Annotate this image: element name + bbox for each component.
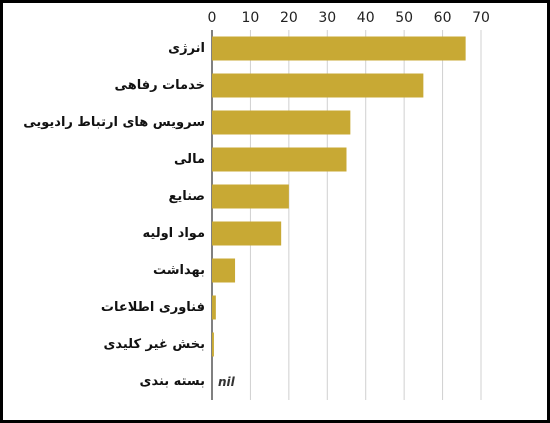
y-tick-label: مواد اولیه	[143, 226, 205, 241]
x-tick-label: 10	[242, 10, 260, 26]
x-tick-label: 60	[434, 10, 452, 26]
y-tick-label: صنایع	[168, 189, 205, 204]
bar	[212, 110, 351, 135]
x-tick-label: 70	[472, 10, 490, 26]
bar	[212, 147, 347, 172]
x-tick-label: 40	[357, 10, 375, 26]
bar	[212, 258, 236, 283]
y-tick-label: فناوری اطلاعات	[101, 300, 205, 315]
y-tick-label: سرویس های ارتباط رادیویی	[23, 115, 205, 130]
y-tick-label: بخش غیر کلیدی	[103, 337, 205, 352]
x-tick-label: 20	[280, 10, 298, 26]
y-tick-label: انرژی	[168, 41, 205, 56]
y-tick-label: بسته بندی	[140, 374, 205, 389]
y-tick-label: مالی	[174, 152, 205, 167]
x-tick-label: 0	[208, 10, 217, 26]
value-label: nil	[218, 375, 236, 389]
y-tick-label: خدمات رفاهی	[115, 78, 205, 93]
x-tick-label: 50	[395, 10, 413, 26]
bar	[212, 36, 466, 61]
x-tick-label: 30	[318, 10, 336, 26]
y-tick-label: بهداشت	[153, 263, 205, 278]
bar	[212, 73, 424, 98]
bar	[212, 221, 282, 246]
bar	[212, 295, 216, 320]
bar	[212, 332, 214, 357]
bar	[212, 184, 289, 209]
